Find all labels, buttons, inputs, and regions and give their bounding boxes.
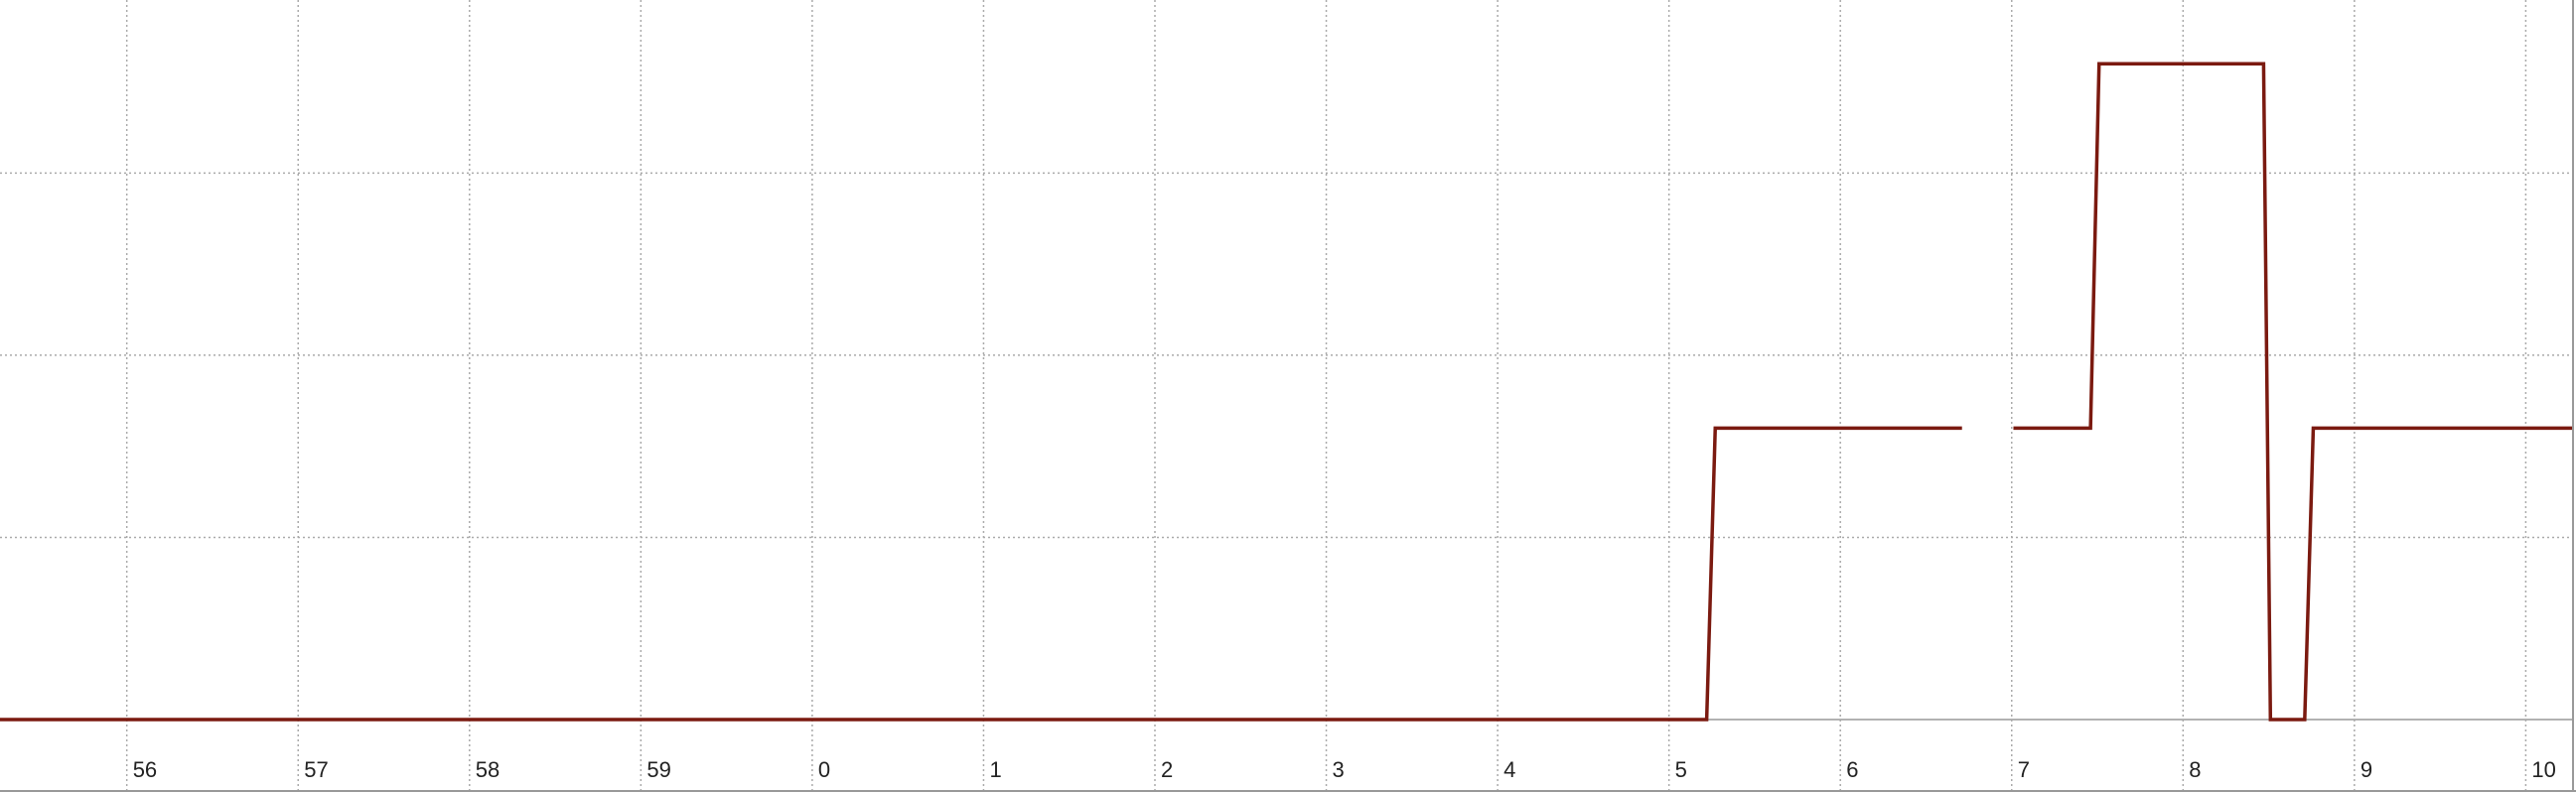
data-line [2013, 62, 2572, 722]
x-tick-label: 59 [646, 757, 670, 782]
x-tick-label: 8 [2189, 757, 2201, 782]
data-line [0, 426, 1962, 722]
x-tick-label: 9 [2361, 757, 2372, 782]
x-tick-label: 10 [2531, 757, 2555, 782]
x-tick-label: 5 [1675, 757, 1687, 782]
x-tick-label: 3 [1333, 757, 1345, 782]
x-tick-label: 0 [818, 757, 830, 782]
x-tick-label: 7 [2018, 757, 2030, 782]
x-tick-label: 6 [1846, 757, 1858, 782]
x-tick-label: 1 [989, 757, 1001, 782]
x-tick-label: 4 [1503, 757, 1515, 782]
x-tick-label: 57 [304, 757, 328, 782]
x-tick-label: 2 [1161, 757, 1173, 782]
x-tick-label: 58 [476, 757, 500, 782]
x-tick-label: 56 [133, 757, 157, 782]
